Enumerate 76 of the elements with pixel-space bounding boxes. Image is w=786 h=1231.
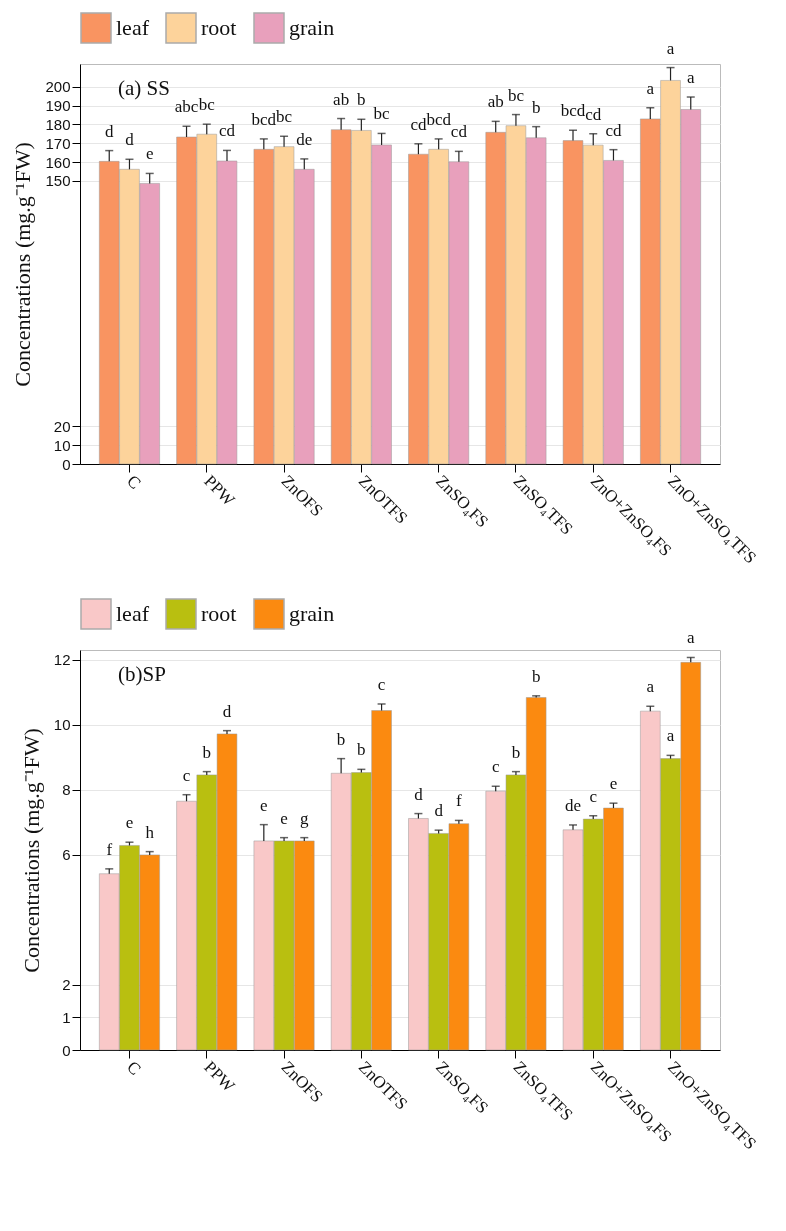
data-label: bc <box>373 104 391 124</box>
data-label: bc <box>198 95 216 115</box>
y-tick-label: 12 <box>53 651 71 669</box>
data-label: de <box>564 795 582 815</box>
legend-label: root <box>201 601 237 626</box>
y-tick-label: 8 <box>62 781 71 799</box>
data-label: bc <box>507 85 525 105</box>
data-label: a <box>646 78 655 98</box>
data-label: ab <box>333 89 350 109</box>
legend-label: root <box>201 15 237 40</box>
data-label: b <box>511 742 521 762</box>
data-label: f <box>456 791 463 811</box>
x-tick-label: C <box>123 471 145 493</box>
x-tick-label: C <box>123 1057 145 1079</box>
text: (a) SS <box>118 76 170 100</box>
data-label: c <box>377 674 386 694</box>
y-tick-label: 20 <box>53 417 71 435</box>
legend-label: grain <box>289 601 335 626</box>
data-label: ab <box>487 92 504 112</box>
data-label: bcd <box>560 101 586 121</box>
y-tick-label: 190 <box>45 97 71 115</box>
text: (b)SP <box>118 662 166 686</box>
y-tick-label: 10 <box>53 436 71 454</box>
data-label: cd <box>605 120 622 140</box>
y-tick-label: 6 <box>62 846 71 864</box>
data-label: e <box>609 774 618 794</box>
y-tick-label: 0 <box>62 455 71 473</box>
data-label: g <box>300 808 310 828</box>
data-label: e <box>125 813 134 833</box>
data-label: h <box>145 822 155 842</box>
data-label: d <box>414 784 424 804</box>
y-tick-label: 200 <box>45 78 71 96</box>
data-label: e <box>280 808 288 828</box>
y-tick-label: 150 <box>45 172 71 190</box>
data-label: cd <box>585 104 602 124</box>
data-label: d <box>434 801 444 821</box>
y-tick-label: 0 <box>62 1041 71 1059</box>
y-tick-label: 180 <box>45 115 71 133</box>
data-label: a <box>666 38 675 58</box>
data-label: abc <box>174 97 199 117</box>
data-label: cd <box>218 121 236 141</box>
y-tick-label: 160 <box>45 153 71 171</box>
y-axis-title: Concentrations (mg.g⁻¹FW) <box>10 142 36 387</box>
data-label: cd <box>410 114 427 134</box>
data-label: c <box>182 765 191 785</box>
data-label: bcd <box>426 109 452 129</box>
data-label: bc <box>276 107 293 127</box>
data-label: d <box>222 701 232 721</box>
y-tick-label: 1 <box>62 1008 71 1026</box>
data-label: e <box>260 795 268 815</box>
data-label: a <box>686 628 695 648</box>
y-tick-label: 2 <box>62 976 71 994</box>
data-label: d <box>125 130 135 150</box>
data-label: de <box>296 129 313 149</box>
y-axis-title: Concentrations (mg.g⁻¹FW) <box>18 728 44 973</box>
legend-label: leaf <box>116 601 150 626</box>
y-tick-label: 10 <box>53 716 71 734</box>
data-label: f <box>106 839 113 859</box>
legend-label: leaf <box>116 15 150 40</box>
data-label: b <box>336 729 346 749</box>
data-label: bcd <box>251 109 277 129</box>
data-label: c <box>589 786 598 806</box>
data-label: a <box>666 726 675 746</box>
data-label: e <box>145 144 154 164</box>
data-label: d <box>104 121 114 141</box>
y-tick-label: 170 <box>45 134 71 152</box>
data-label: b <box>202 742 212 762</box>
data-label: b <box>531 97 541 117</box>
data-label: a <box>646 677 655 697</box>
data-label: b <box>357 90 366 110</box>
data-label: c <box>491 757 500 777</box>
data-label: b <box>531 666 541 686</box>
legend-label: grain <box>289 15 335 40</box>
data-label: cd <box>450 122 468 142</box>
data-label: a <box>686 68 695 88</box>
data-label: b <box>357 740 366 760</box>
